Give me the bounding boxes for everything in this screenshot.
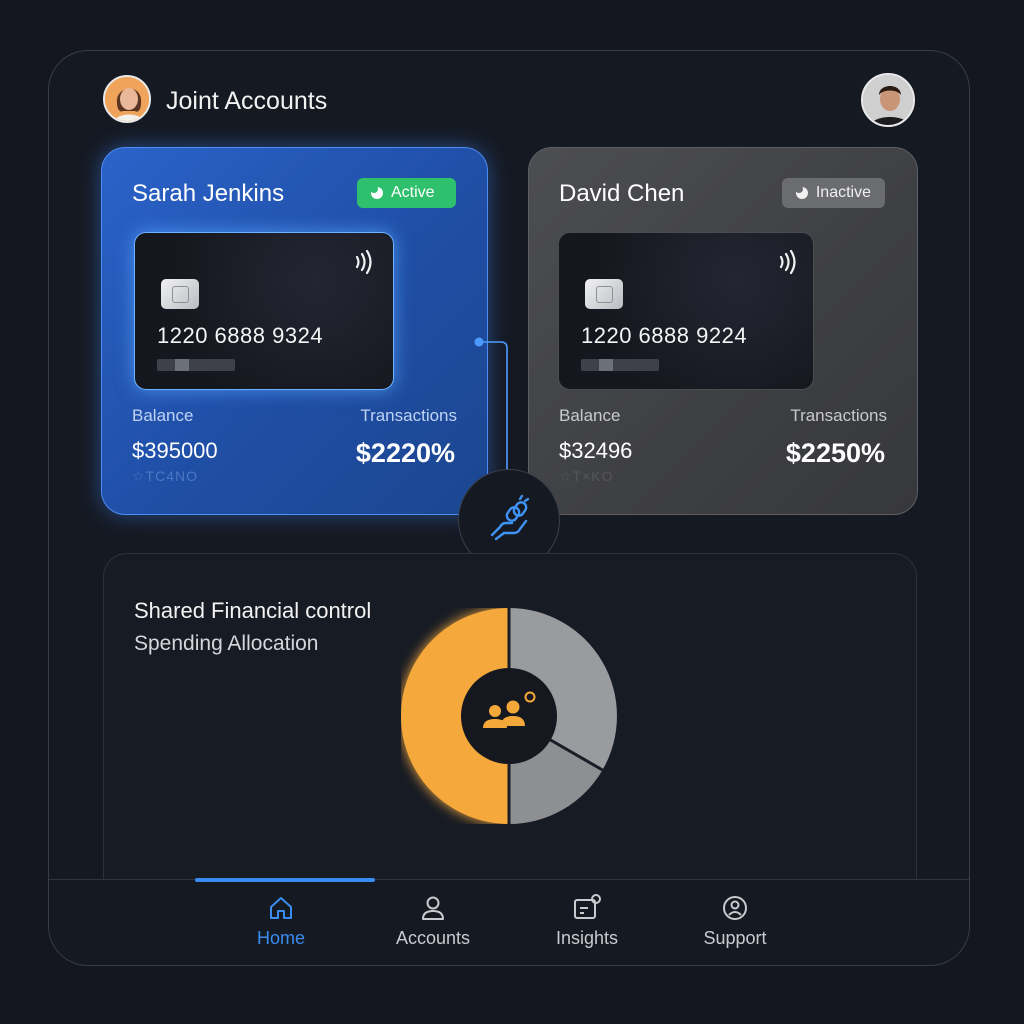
status-label: Active <box>391 184 435 201</box>
account-card-sarah[interactable]: Sarah Jenkins Active 1220 6888 9324 Bala… <box>101 147 488 515</box>
balance-value: $32496 <box>559 438 633 463</box>
panel-title: Shared Financial control <box>134 598 372 623</box>
card-number: 1220 6888 9224 <box>581 323 748 348</box>
nav-label: Accounts <box>395 928 471 948</box>
donut-segment-orange <box>401 608 509 824</box>
credit-card[interactable]: 1220 6888 9224 <box>558 232 814 390</box>
nav-label: Insights <box>555 928 619 948</box>
avatar[interactable] <box>103 75 151 123</box>
chip-icon <box>585 279 623 309</box>
avatar[interactable] <box>861 73 915 127</box>
credit-card[interactable]: 1220 6888 9324 <box>134 232 394 390</box>
link-hand-icon <box>490 494 530 541</box>
faint-text: ☆TC4NO <box>132 468 198 484</box>
card-strip <box>581 359 659 371</box>
balance-value: $395000 <box>132 438 218 463</box>
spending-donut-chart[interactable] <box>401 608 617 824</box>
nav-active-indicator <box>195 878 375 882</box>
chip-icon <box>161 279 199 309</box>
man-avatar-icon <box>863 75 913 125</box>
user-icon <box>422 896 444 920</box>
card-strip <box>157 359 235 371</box>
nav-label: Home <box>256 928 305 948</box>
contactless-icon <box>779 249 796 275</box>
balance-label: Balance <box>132 406 194 425</box>
account-holder-name: Sarah Jenkins <box>132 180 285 207</box>
support-icon <box>723 896 747 920</box>
nav-item-support[interactable]: Support <box>675 894 795 949</box>
shared-control-panel: Shared Financial control Spending Alloca… <box>103 553 917 913</box>
contactless-icon <box>355 249 372 275</box>
status-label: Inactive <box>815 184 871 201</box>
check-icon <box>370 185 383 199</box>
nav-item-accounts[interactable]: Accounts <box>373 894 493 949</box>
panel-subtitle: Spending Allocation <box>134 632 319 655</box>
insights-icon <box>574 894 601 919</box>
transactions-label: Transactions <box>360 406 457 425</box>
nav-item-insights[interactable]: Insights <box>527 894 647 949</box>
transactions-value: $2220% <box>355 438 455 468</box>
transactions-value: $2250% <box>785 438 885 468</box>
account-card-david[interactable]: David Chen Inactive 1220 6888 9224 Balan… <box>528 147 918 515</box>
group-users-icon <box>483 691 536 728</box>
status-badge: Active <box>357 178 456 208</box>
connector-line <box>474 337 508 476</box>
status-badge: Inactive <box>782 178 885 208</box>
app-window: Joint Accounts Sarah Jenkins Active 1220… <box>48 50 970 966</box>
nav-item-home[interactable]: Home <box>221 894 341 949</box>
account-holder-name: David Chen <box>559 180 685 207</box>
card-number: 1220 6888 9324 <box>157 323 324 348</box>
transactions-label: Transactions <box>790 406 887 425</box>
home-icon <box>270 897 292 919</box>
page-title: Joint Accounts <box>166 87 328 115</box>
header: Joint Accounts <box>49 51 969 151</box>
nav-label: Support <box>703 928 767 948</box>
bottom-navigation: Home Accounts Insights Support <box>49 878 969 965</box>
moon-icon <box>795 185 808 199</box>
faint-text: ☆T×KO <box>559 468 614 484</box>
balance-label: Balance <box>559 406 621 425</box>
woman-avatar-icon <box>105 77 149 121</box>
